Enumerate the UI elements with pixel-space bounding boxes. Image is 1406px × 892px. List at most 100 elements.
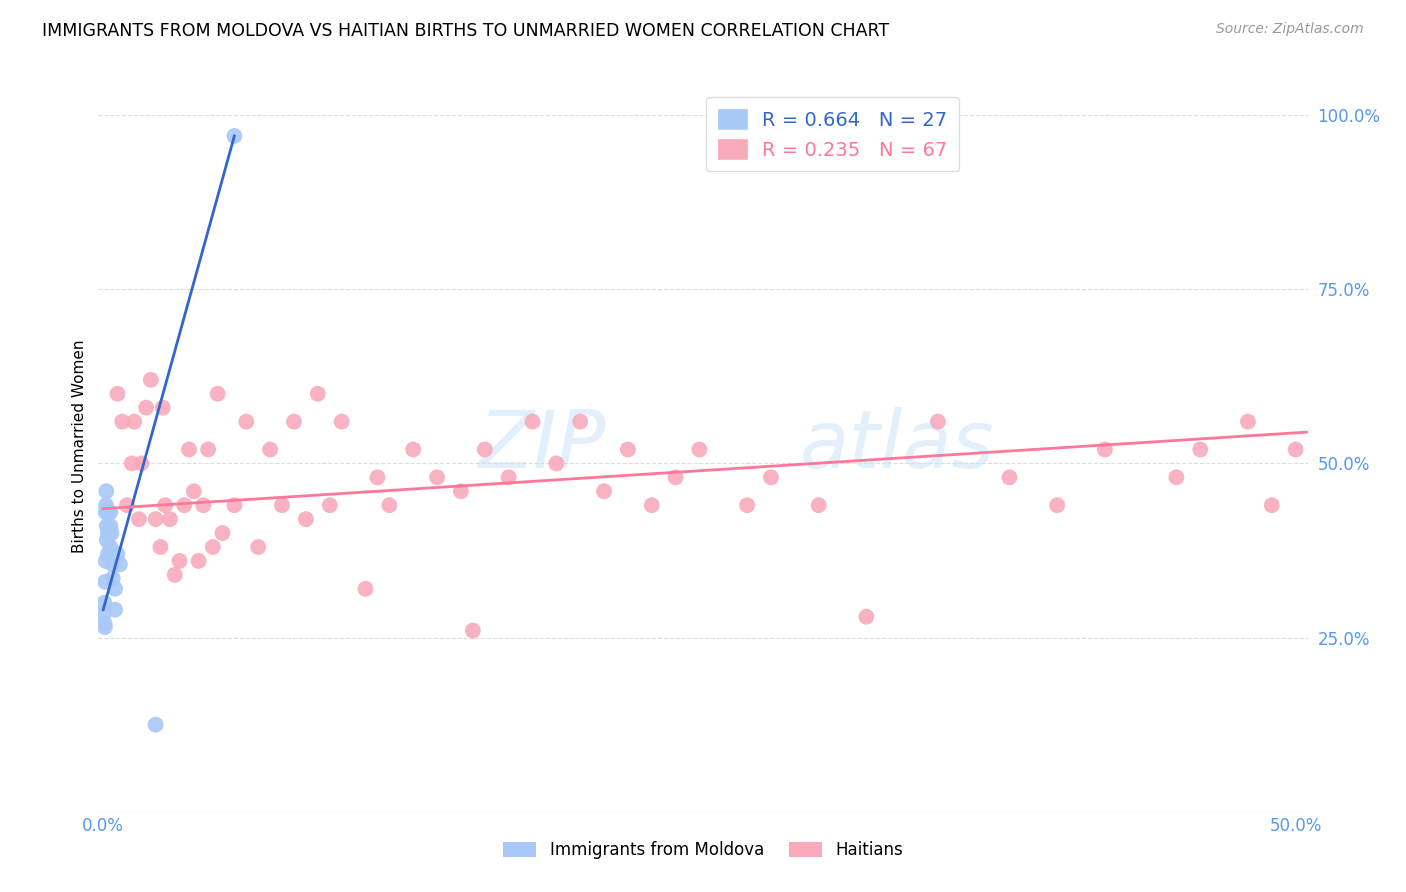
- Point: [461, 624, 484, 638]
- Point: [152, 401, 174, 415]
- Legend: R = 0.664   N = 27, R = 0.235   N = 67: R = 0.664 N = 27, R = 0.235 N = 67: [706, 97, 959, 171]
- Point: [1094, 442, 1116, 457]
- Legend: Immigrants from Moldova, Haitians: Immigrants from Moldova, Haitians: [496, 835, 910, 866]
- Point: [259, 442, 281, 457]
- Point: [135, 401, 157, 415]
- Point: [235, 415, 257, 429]
- Point: [177, 442, 200, 457]
- Text: Source: ZipAtlas.com: Source: ZipAtlas.com: [1216, 22, 1364, 37]
- Point: [1189, 442, 1212, 457]
- Point: [426, 470, 449, 484]
- Point: [224, 498, 246, 512]
- Point: [100, 526, 122, 541]
- Point: [224, 128, 246, 143]
- Point: [94, 505, 117, 519]
- Point: [1261, 498, 1284, 512]
- Point: [688, 442, 710, 457]
- Point: [98, 505, 121, 519]
- Point: [1046, 498, 1069, 512]
- Point: [93, 596, 115, 610]
- Point: [107, 386, 129, 401]
- Point: [108, 558, 131, 572]
- Point: [97, 547, 120, 561]
- Point: [807, 498, 830, 512]
- Point: [271, 498, 294, 512]
- Point: [927, 415, 949, 429]
- Point: [93, 616, 115, 631]
- Point: [1285, 442, 1308, 457]
- Point: [101, 571, 124, 585]
- Point: [94, 554, 117, 568]
- Point: [664, 470, 686, 484]
- Point: [207, 386, 229, 401]
- Point: [128, 512, 150, 526]
- Point: [197, 442, 219, 457]
- Text: atlas: atlas: [800, 407, 994, 485]
- Point: [641, 498, 664, 512]
- Point: [93, 606, 115, 620]
- Point: [522, 415, 544, 429]
- Point: [163, 567, 186, 582]
- Point: [145, 717, 167, 731]
- Point: [319, 498, 342, 512]
- Point: [131, 457, 153, 471]
- Point: [96, 519, 118, 533]
- Point: [193, 498, 215, 512]
- Point: [173, 498, 195, 512]
- Point: [998, 470, 1021, 484]
- Point: [474, 442, 496, 457]
- Point: [97, 505, 120, 519]
- Point: [97, 526, 120, 541]
- Point: [617, 442, 640, 457]
- Point: [98, 526, 121, 541]
- Point: [111, 415, 134, 429]
- Point: [855, 609, 877, 624]
- Point: [569, 415, 592, 429]
- Point: [98, 540, 121, 554]
- Point: [1331, 415, 1354, 429]
- Point: [145, 512, 167, 526]
- Point: [169, 554, 191, 568]
- Point: [735, 498, 758, 512]
- Point: [107, 547, 129, 561]
- Point: [96, 484, 118, 499]
- Point: [498, 470, 520, 484]
- Point: [307, 386, 329, 401]
- Text: ZIP: ZIP: [479, 407, 606, 485]
- Point: [183, 484, 205, 499]
- Point: [378, 498, 401, 512]
- Point: [283, 415, 305, 429]
- Point: [122, 415, 145, 429]
- Point: [546, 457, 568, 471]
- Point: [1403, 498, 1406, 512]
- Point: [104, 603, 127, 617]
- Point: [354, 582, 377, 596]
- Point: [139, 373, 162, 387]
- Point: [1237, 415, 1260, 429]
- Point: [295, 512, 318, 526]
- Point: [115, 498, 138, 512]
- Point: [247, 540, 270, 554]
- Point: [98, 519, 121, 533]
- Point: [593, 484, 616, 499]
- Point: [201, 540, 224, 554]
- Point: [101, 558, 124, 572]
- Point: [450, 484, 472, 499]
- Point: [1166, 470, 1188, 484]
- Point: [402, 442, 425, 457]
- Point: [94, 620, 117, 634]
- Point: [330, 415, 353, 429]
- Point: [159, 512, 181, 526]
- Point: [187, 554, 209, 568]
- Point: [366, 470, 388, 484]
- Point: [759, 470, 782, 484]
- Y-axis label: Births to Unmarried Women: Births to Unmarried Women: [72, 339, 87, 553]
- Point: [153, 498, 176, 512]
- Point: [121, 457, 143, 471]
- Point: [94, 498, 117, 512]
- Point: [94, 574, 117, 589]
- Point: [104, 582, 127, 596]
- Point: [211, 526, 233, 541]
- Point: [149, 540, 172, 554]
- Text: IMMIGRANTS FROM MOLDOVA VS HAITIAN BIRTHS TO UNMARRIED WOMEN CORRELATION CHART: IMMIGRANTS FROM MOLDOVA VS HAITIAN BIRTH…: [42, 22, 890, 40]
